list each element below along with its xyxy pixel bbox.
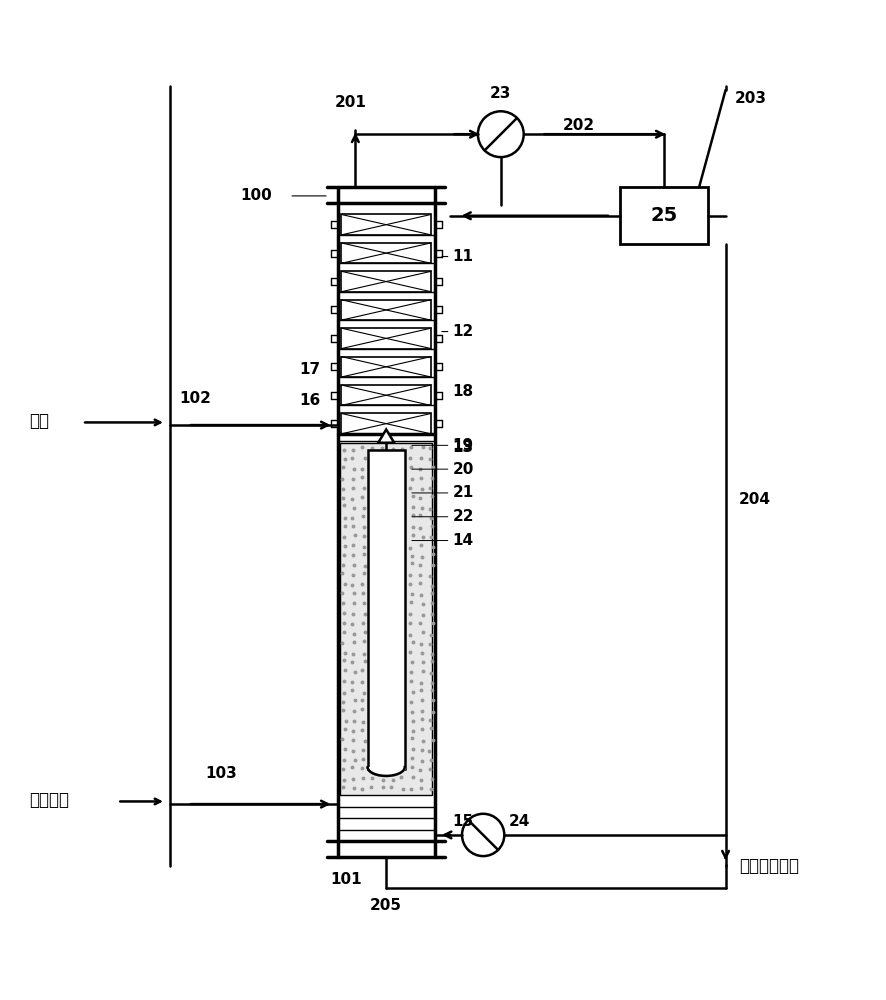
Text: 202: 202 bbox=[562, 118, 594, 133]
Text: 15: 15 bbox=[452, 814, 473, 829]
Text: 25: 25 bbox=[649, 206, 677, 225]
Text: 12: 12 bbox=[452, 324, 473, 339]
Text: 24: 24 bbox=[509, 814, 530, 829]
Bar bbox=[341, 328, 431, 349]
Text: 102: 102 bbox=[179, 391, 211, 406]
Text: 201: 201 bbox=[335, 95, 367, 110]
Bar bbox=[341, 300, 431, 320]
Bar bbox=[341, 243, 431, 263]
Text: 101: 101 bbox=[330, 872, 362, 887]
Text: 22: 22 bbox=[452, 509, 473, 524]
Text: 23: 23 bbox=[490, 86, 511, 101]
Bar bbox=[341, 214, 431, 235]
Text: 汽油原料: 汽油原料 bbox=[29, 791, 69, 809]
Text: 11: 11 bbox=[452, 249, 473, 264]
Text: 13: 13 bbox=[452, 440, 473, 455]
Bar bbox=[340, 443, 431, 795]
Text: 203: 203 bbox=[734, 91, 766, 106]
Bar bbox=[619, 187, 707, 244]
Text: 103: 103 bbox=[206, 766, 237, 781]
Text: 16: 16 bbox=[299, 393, 320, 408]
Bar bbox=[341, 413, 431, 434]
Text: 17: 17 bbox=[299, 362, 320, 377]
Bar bbox=[341, 357, 431, 377]
Text: 205: 205 bbox=[369, 898, 401, 913]
Bar bbox=[341, 271, 431, 292]
Bar bbox=[368, 450, 404, 769]
Bar bbox=[341, 385, 431, 405]
Text: 18: 18 bbox=[452, 384, 473, 399]
Text: 204: 204 bbox=[738, 492, 770, 507]
Text: 14: 14 bbox=[452, 533, 473, 548]
Text: 甲醇: 甲醇 bbox=[29, 412, 49, 430]
Text: 20: 20 bbox=[452, 462, 473, 477]
Text: 醚化汽油产物: 醚化汽油产物 bbox=[738, 857, 798, 875]
Text: 19: 19 bbox=[452, 438, 473, 453]
Text: 100: 100 bbox=[239, 188, 271, 203]
Text: 21: 21 bbox=[452, 485, 473, 500]
Polygon shape bbox=[377, 429, 393, 443]
